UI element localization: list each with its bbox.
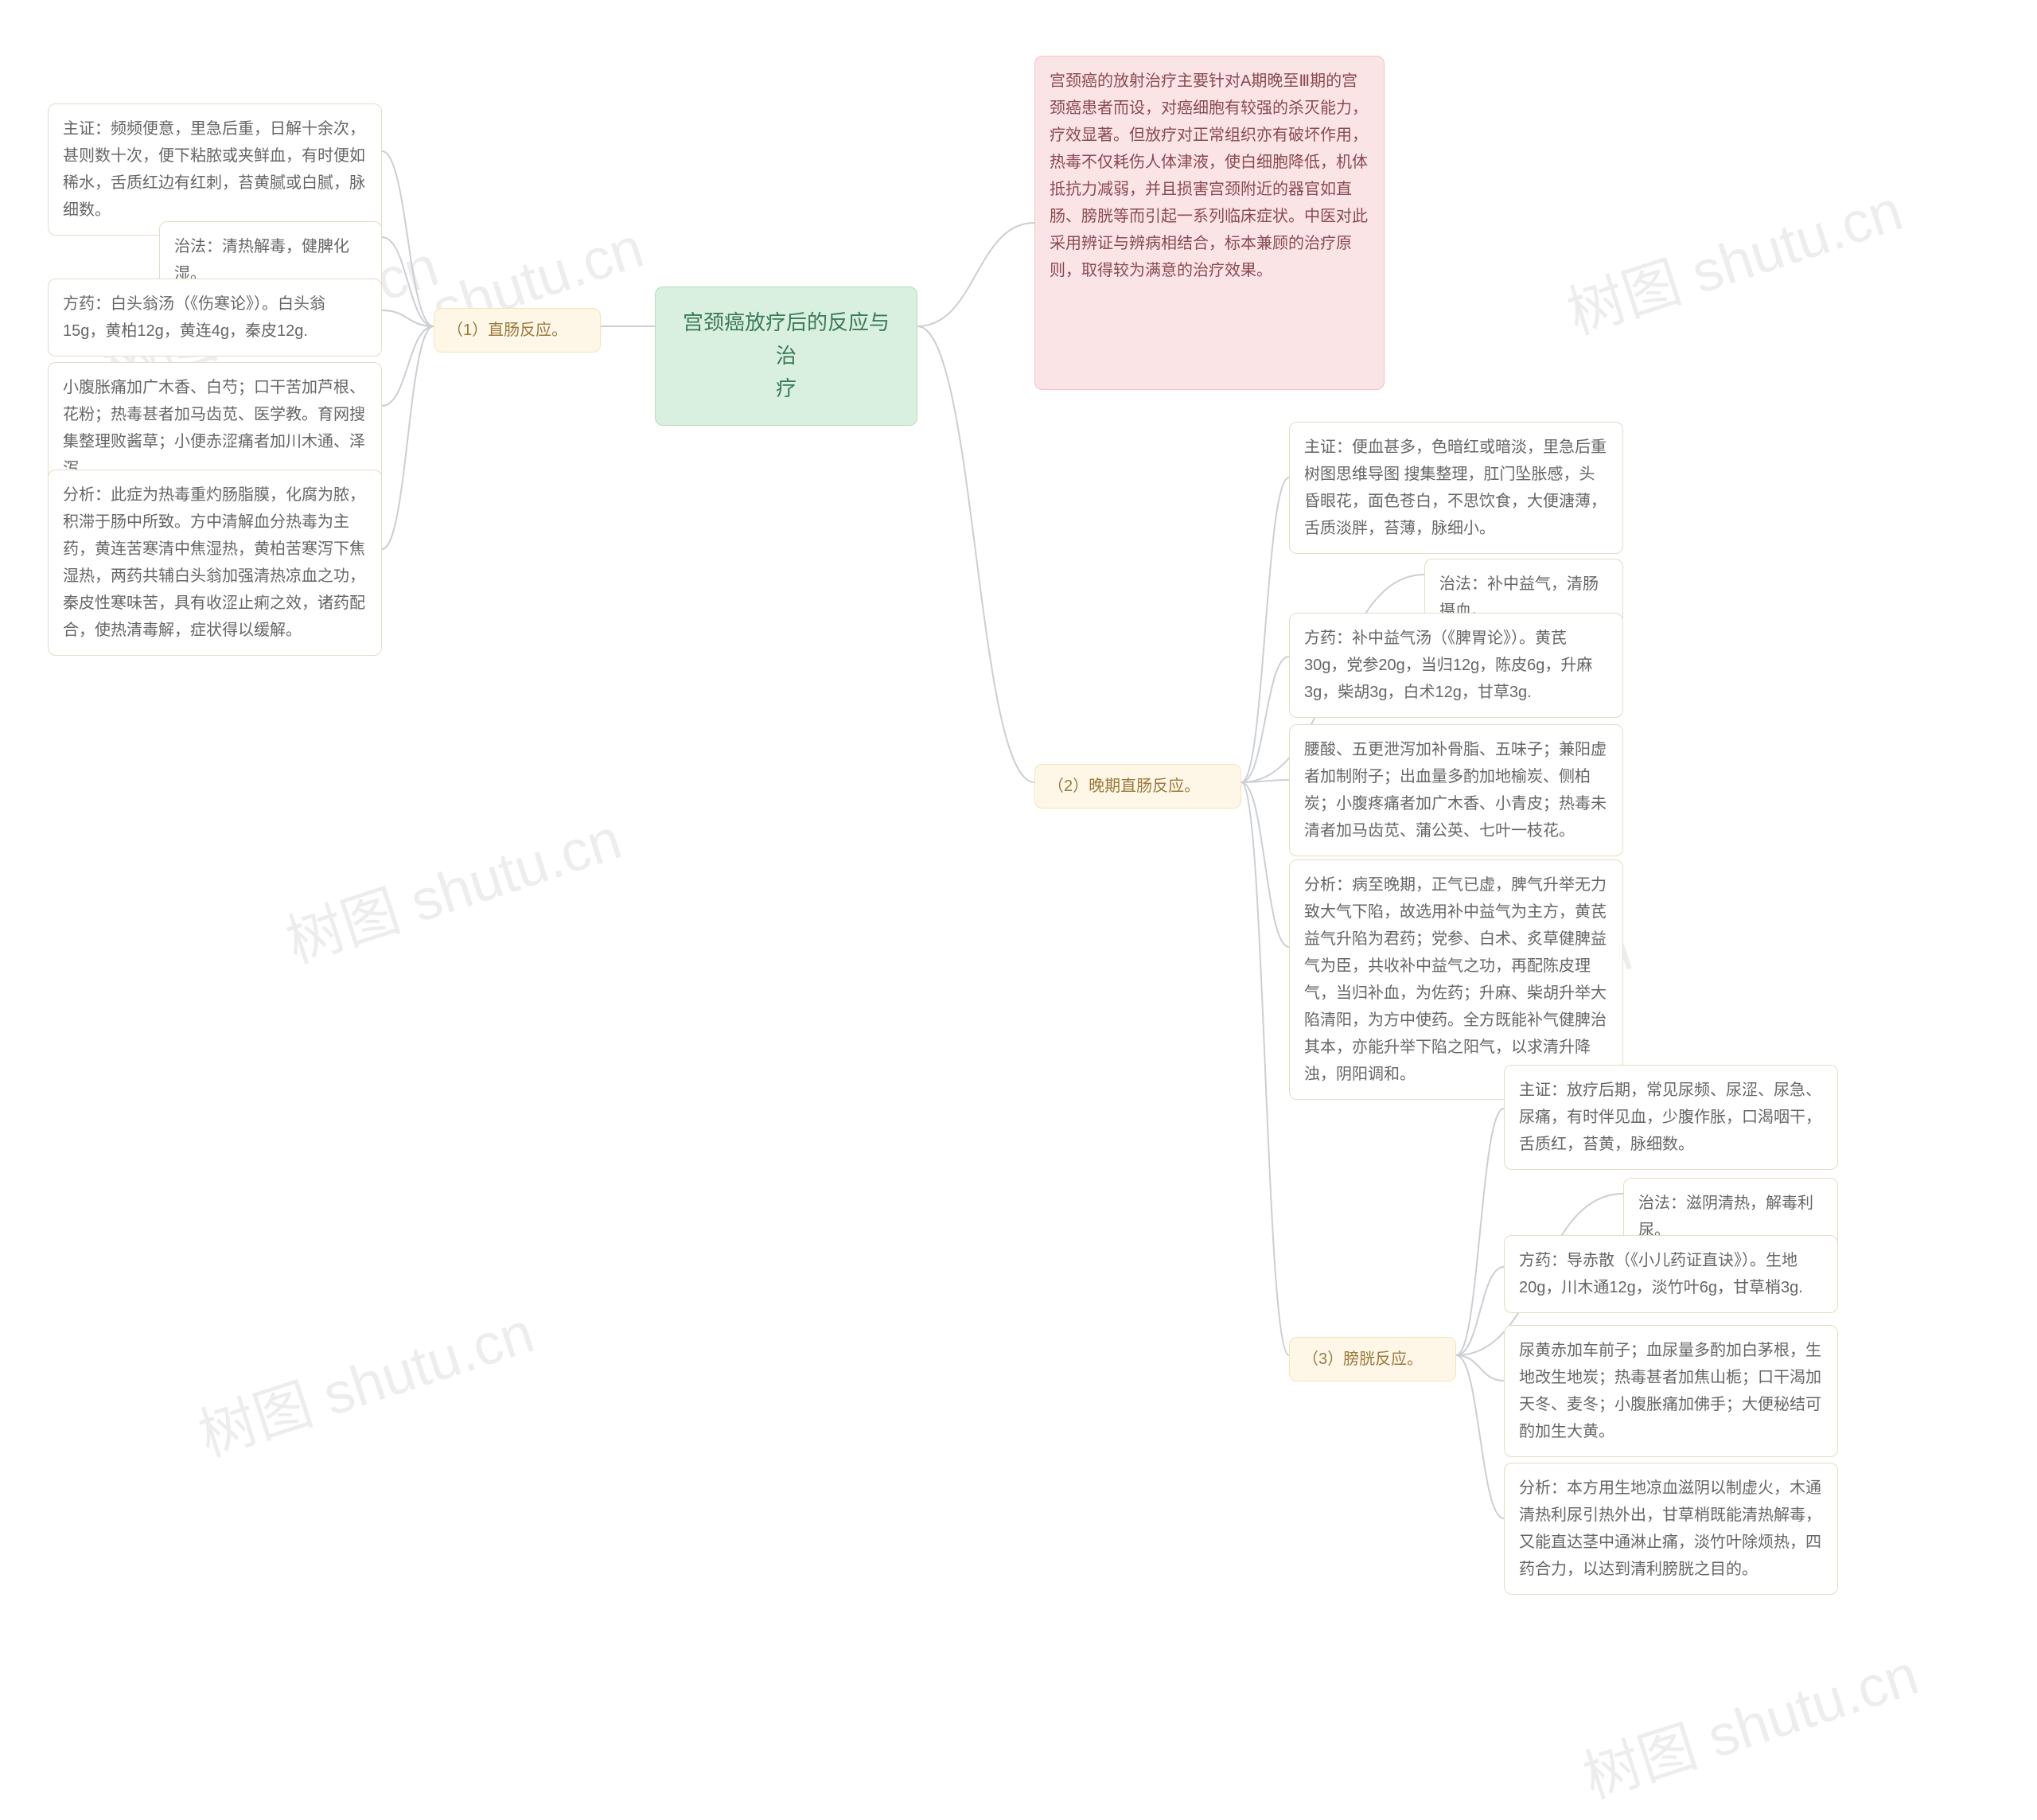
section-1-label: （1）直肠反应。 — [434, 308, 601, 353]
leaf-node: 方药：导赤散（《小儿药证直诀》）。生地20g，川木通12g，淡竹叶6g，甘草梢3… — [1504, 1235, 1838, 1313]
leaf-node: 主证：便血甚多，色暗红或暗淡，里急后重树图思维导图 搜集整理，肛门坠胀感，头昏眼… — [1289, 422, 1623, 554]
center-node: 宫颈癌放疗后的反应与治 疗 — [655, 286, 917, 426]
leaf-node: 分析：病至晚期，正气已虚，脾气升举无力致大气下陷，故选用补中益气为主方，黄芪益气… — [1289, 859, 1623, 1100]
leaf-node: 腰酸、五更泄泻加补骨脂、五味子；兼阳虚者加制附子；出血量多酌加地榆炭、侧柏炭；小… — [1289, 724, 1623, 856]
section-3-label: （3）膀胱反应。 — [1289, 1337, 1456, 1382]
watermark: 树图 shutu.cn — [274, 792, 629, 979]
watermark: 树图 shutu.cn — [186, 1285, 542, 1472]
watermark: 树图 shutu.cn — [1555, 163, 1910, 350]
leaf-node: 方药：白头翁汤（《伤寒论》）。白头翁15g，黄柏12g，黄连4g，秦皮12g. — [48, 279, 382, 357]
leaf-node: 尿黄赤加车前子；血尿量多酌加白茅根，生地改生地炭；热毒甚者加焦山栀；口干渴加天冬… — [1504, 1325, 1838, 1457]
leaf-node: 主证：频频便意，里急后重，日解十余次，甚则数十次，便下粘脓或夹鲜血，有时便如稀水… — [48, 103, 382, 236]
leaf-node: 分析：本方用生地凉血滋阴以制虚火，木通清热利尿引热外出，甘草梢既能清热解毒，又能… — [1504, 1463, 1838, 1595]
leaf-node: 分析：此症为热毒重灼肠脂膜，化腐为脓，积滞于肠中所致。方中清解血分热毒为主药，黄… — [48, 470, 382, 656]
section-2-label: （2）晚期直肠反应。 — [1034, 764, 1241, 809]
intro-node: 宫颈癌的放射治疗主要针对A期晚至Ⅲ期的宫颈癌患者而设，对癌细胞有较强的杀灭能力，… — [1034, 56, 1385, 390]
leaf-node: 方药：补中益气汤（《脾胃论》）。黄芪30g，党参20g，当归12g，陈皮6g，升… — [1289, 613, 1623, 718]
leaf-node: 主证：放疗后期，常见尿频、尿涩、尿急、尿痛，有时伴见血，少腹作胀，口渴咽干，舌质… — [1504, 1065, 1838, 1170]
watermark: 树图 shutu.cn — [1571, 1627, 1926, 1814]
